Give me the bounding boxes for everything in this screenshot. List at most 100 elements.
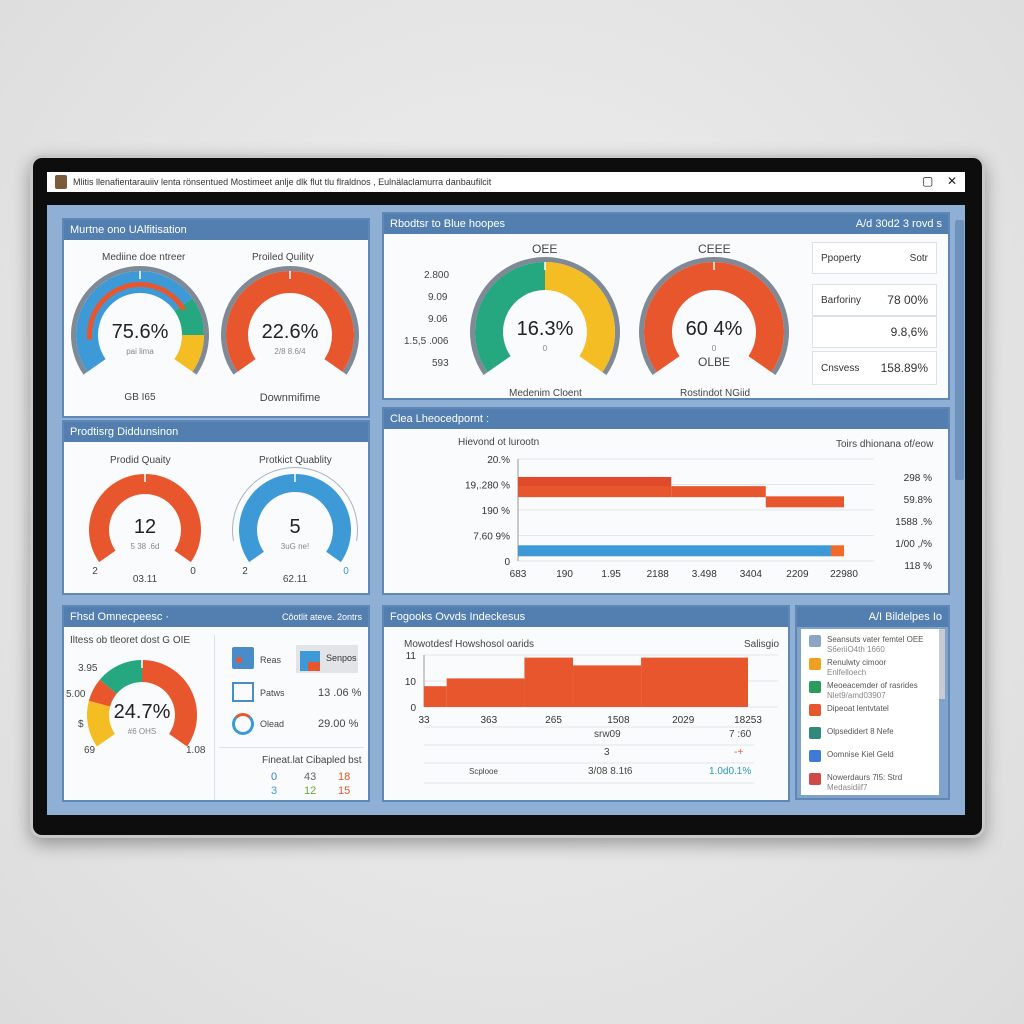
scale-label: 5.00 [66,689,86,700]
bar [765,496,844,508]
gauge-footer: GB I65 [124,392,156,403]
list-item-title: Olpsedidert 8 Nefe [827,727,894,736]
x-tick-label: 190 [556,569,573,580]
gauge-label: OEE [532,242,558,256]
right-label: 1/00 ,/% [895,539,932,550]
legend-label: Reas [260,655,282,665]
gauge-value: 16.3% [516,318,574,340]
table-row: Barforiny 78 00% [812,284,937,316]
gauge-footer: 62.11 [282,574,308,585]
legend-label: Olead [260,719,285,729]
x-tick-label: 18253 [734,715,762,726]
bar [641,657,748,707]
x-tick-label: 683 [510,569,527,580]
chart-title: Mowotdesf Howshosol oarids [404,639,535,650]
app-icon [55,175,67,189]
stat: 43 [304,771,317,783]
gauge-subvalue: 0 [542,344,548,353]
scale-label: 1.08 [186,745,206,756]
list-item[interactable]: Dipeoat lentvtatel [809,704,889,716]
stat: 15 [338,785,351,797]
panel-area-chart: Fogooks Ovvds Indeckesus Mowotdesf Howsh… [382,605,790,802]
scrollbar[interactable] [955,220,964,480]
scale-label: $ [78,719,84,730]
gauge-label: Mediine doe ntreer [102,252,186,263]
legend-title: Toirs dhionana of/eow [836,439,934,450]
area-chart: 11 10 033 363 265 1508 2029 18253 [405,651,778,784]
panel-oee: Rbodtsr to Blue hoopes A/d 30d2 3 rovd s … [382,212,950,400]
list-item-subtitle: Enlfelloech [827,668,867,677]
scale-label: 3.95 [78,663,98,674]
y-tick-label: 11 [406,651,417,662]
people-icon [809,750,821,762]
bar [424,686,447,707]
gauge-subvalue: pai lima [126,347,154,356]
list-item[interactable]: Olpsedidert 8 Nefe [809,727,894,739]
square-icon [232,682,254,702]
close-icon[interactable]: ✕ [947,174,958,188]
footer-title: Fineat.lat Cibapled bst [262,755,362,766]
bar [830,545,844,557]
table-cell: Scplooe [469,767,498,776]
x-tick-label: 33 [418,715,430,726]
window-title: Mlitis llenafientarauiiv lenta rönsentue… [73,177,492,187]
legend-title: Salisgio [744,639,780,650]
list-item-title: Seansuts vater femtel OEE [827,635,924,644]
gauge-subvalue: #6 OHS [127,727,157,736]
machine-icon [809,658,821,670]
scale-label: 1.5,5 .006 [404,336,449,347]
stat: 12 [304,785,317,797]
gauge-value: 22.6% [261,321,319,343]
right-label: 1588 .% [895,517,932,528]
chart-title: Hievond ot lurootn [458,437,540,448]
list-item[interactable]: Nowerdaurs 7l5: Strd Medasidiif7 [809,773,902,793]
globe-icon [809,727,821,739]
gauge-subvalue: 5 38 .6d [130,542,160,551]
right-label: 59.8% [904,495,932,506]
gauge-max: 0 [190,566,196,577]
x-tick-label: 363 [480,715,497,726]
legend-value: 13 .06 % [318,687,362,699]
list-item-subtitle: S6eriiO4th 1660 [827,645,885,654]
list-item[interactable]: Seansuts vater femtel OEE S6eriiO4th 1660 [809,635,924,655]
x-tick-label: 1.95 [601,569,621,580]
panel-title: A/I Bildelpes Io [868,611,942,623]
table-row: Ppoperty Sotr [812,242,937,274]
x-tick-label: 265 [545,715,562,726]
x-tick-label: 1508 [607,715,630,726]
divider [214,635,215,800]
gauge-label: Prodid Quaity [110,455,171,466]
list-item[interactable]: Meoeacemder of rasrides Nlet9/amd03907 [809,681,918,701]
bar [573,665,642,707]
chip-senpos[interactable]: Senpos [296,645,358,673]
list-item[interactable]: Oomnise Kiel Geld [809,750,894,762]
panel-subtitle: Iltess ob tleoret dost G OIE [70,635,191,646]
table-cell: srw09 [594,729,621,740]
bar [671,486,766,498]
list-item-subtitle: Medasidiif7 [827,783,868,792]
list-scrollbar[interactable] [939,629,945,699]
list-item-title: Renulwty cimoor [827,658,887,667]
y-tick-label: 190 % [482,506,510,517]
calendar-grid-icon [809,635,821,647]
gauge-footer: Medenim Cloent [509,388,582,399]
gauge-label: Proiled Quility [252,252,314,263]
bar [518,545,831,557]
table-cell: 1.0d0.1% [709,766,752,777]
list-item-title: Dipeoat lentvtatel [827,704,889,713]
stat: 3 [271,785,278,797]
list-item-title: Nowerdaurs 7l5: Strd [827,773,903,782]
maximize-icon[interactable]: ▢ [922,174,934,188]
gauge-min: 2 [92,566,98,577]
y-tick-label: 20.% [487,455,510,466]
activity-list: Seansuts vater femtel OEE S6eriiO4th 1660… [801,629,939,795]
gauge-subvalue: 0 [711,344,717,353]
table-cell: -+ [734,747,744,758]
panel-title: Fhsd Omnecpeesc · [70,611,170,623]
tree-icon [809,681,821,693]
right-label: 118 % [904,561,932,572]
list-item[interactable]: Renulwty cimoor Enlfelloech [809,658,886,678]
table-cell: 3 [604,747,610,758]
gauge-footer: 03.11 [132,574,158,585]
x-tick-label: 2188 [647,569,670,580]
